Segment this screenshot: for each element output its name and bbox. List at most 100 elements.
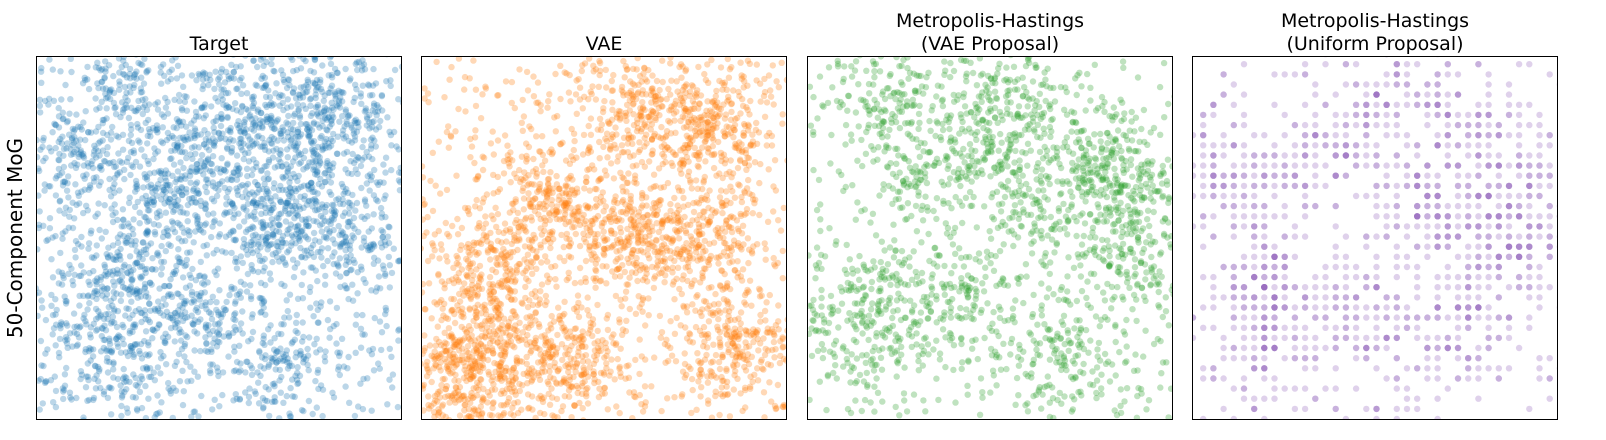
scatter-point [51,120,58,127]
scatter-point [305,367,312,374]
scatter-point [195,223,202,231]
scatter-point [266,270,274,277]
scatter-point [711,150,718,158]
scatter-point [311,80,319,87]
scatter-point [224,160,231,167]
scatter-point [162,247,169,255]
scatter-point [467,294,474,301]
scatter-point [58,140,66,147]
scatter-point [508,296,515,303]
scatter-point [84,207,91,214]
scatter-point [210,340,217,347]
scatter-point [216,287,223,294]
scatter-point [500,402,507,409]
scatter-point [120,232,127,240]
scatter-point [370,211,377,218]
scatter-point [562,183,569,190]
scatter-point [41,181,48,188]
scatter-point [281,353,288,360]
scatter-point [536,300,543,307]
scatter-point [318,254,325,261]
scatter-point [361,108,368,115]
scatter-point [228,61,235,68]
scatter-point [268,240,275,248]
scatter-point [624,207,631,214]
scatter-point [63,320,70,327]
scatter-point [241,281,248,288]
scatter-point [755,347,762,354]
scatter-point [727,285,734,293]
scatter-point [300,269,307,276]
scatter-point [55,104,62,112]
scatter-point [284,169,291,176]
scatter-point [250,119,257,126]
scatter-point [494,137,502,144]
scatter-point [264,195,271,202]
scatter-point [279,350,286,358]
scatter-point [249,311,256,318]
scatter-point [215,331,222,338]
scatter-point [667,106,675,113]
scatter-point [250,198,257,205]
scatter-point [182,332,189,339]
scatter-point [286,362,293,369]
scatter-point [280,321,287,328]
scatter-point [241,218,248,225]
scatter-point [208,348,215,355]
scatter-point [629,101,637,108]
scatter-point [52,232,59,240]
scatter-point [298,254,305,261]
scatter-point [212,184,219,192]
scatter-point [91,148,98,155]
scatter-point [123,378,130,385]
scatter-point [339,98,346,105]
scatter-point [201,70,209,77]
scatter-point [256,349,263,356]
scatter-point [204,279,211,286]
scatter-point [372,196,380,203]
scatter-point [142,328,150,335]
scatter-point [126,327,134,335]
scatter-point [527,200,535,207]
scatter-point [545,98,552,105]
scatter-point [249,94,256,101]
scatter-point [55,165,63,173]
scatter-point [275,156,282,163]
scatter-point [227,124,234,132]
panel-vae: VAE [421,0,787,440]
scatter-point [464,272,471,280]
scatter-point [262,352,269,359]
scatter-point [87,334,94,341]
scatter-point [229,201,236,208]
scatter-point [103,150,111,158]
scatter-point [242,369,249,376]
scatter-point [521,336,529,343]
scatter-point [141,153,148,160]
scatter-point [331,211,339,218]
scatter-point [174,140,181,147]
scatter-point [206,71,213,78]
scatter-point [52,387,60,395]
scatter-point [179,317,187,325]
scatter-point [57,68,64,75]
scatter-point [204,327,211,334]
scatter-point [179,304,186,311]
scatter-point [357,380,364,387]
scatter-point [277,345,284,352]
scatter-point [73,146,80,153]
scatter-point [138,355,146,362]
scatter-point [730,386,737,393]
scatter-point [352,207,359,214]
scatter-point [136,379,143,386]
scatter-point [85,396,93,404]
scatter-point [771,157,779,164]
scatter-point [516,357,524,365]
scatter-point [145,294,152,301]
scatter-point [137,60,144,68]
scatter-point [384,233,392,240]
scatter-point [186,232,193,239]
scatter-point [333,69,341,76]
scatter-point [307,284,314,291]
scatter-point [759,365,766,372]
scatter-point [335,222,342,230]
